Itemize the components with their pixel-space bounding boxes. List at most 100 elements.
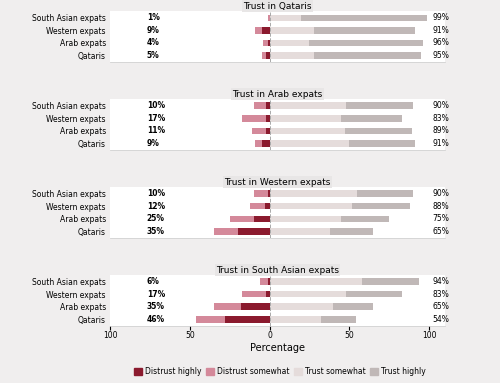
Bar	[264, 203, 270, 210]
Bar	[266, 291, 270, 298]
Text: 54%: 54%	[432, 315, 449, 324]
Bar	[266, 115, 270, 121]
Bar	[214, 228, 238, 235]
Text: 46%: 46%	[146, 315, 165, 324]
Bar	[262, 27, 270, 34]
Bar	[268, 278, 270, 285]
Text: 9%: 9%	[146, 26, 160, 35]
Text: 95%: 95%	[432, 51, 449, 60]
Bar	[225, 316, 270, 322]
Bar	[230, 216, 254, 222]
Text: 10%: 10%	[146, 189, 165, 198]
Bar	[242, 291, 266, 298]
Bar	[270, 15, 302, 21]
Bar	[196, 316, 225, 322]
Text: 35%: 35%	[146, 227, 164, 236]
Bar	[262, 52, 266, 59]
Bar	[334, 303, 373, 310]
Bar	[254, 102, 266, 109]
Text: 25%: 25%	[146, 214, 164, 223]
Text: 96%: 96%	[432, 38, 449, 47]
Bar	[266, 128, 270, 134]
Bar	[310, 39, 422, 46]
Bar	[241, 303, 270, 310]
Legend: Distrust highly, Distrust somewhat, Trust somewhat, Trust highly: Distrust highly, Distrust somewhat, Trus…	[132, 364, 428, 379]
Bar	[270, 303, 334, 310]
Text: 75%: 75%	[432, 214, 449, 223]
Text: 5%: 5%	[146, 51, 160, 60]
Text: 91%: 91%	[432, 26, 449, 35]
Bar	[270, 291, 346, 298]
Text: 65%: 65%	[432, 227, 449, 236]
Bar	[270, 128, 344, 134]
Text: 17%: 17%	[146, 290, 165, 299]
Bar	[330, 228, 373, 235]
Bar	[263, 39, 268, 46]
Text: 4%: 4%	[146, 38, 160, 47]
Text: 6%: 6%	[146, 277, 160, 286]
Bar	[268, 39, 270, 46]
Bar	[302, 15, 428, 21]
Bar	[362, 278, 420, 285]
Text: 1%: 1%	[146, 13, 160, 22]
Bar	[254, 216, 270, 222]
Bar	[266, 52, 270, 59]
Bar	[270, 190, 358, 197]
Bar	[255, 140, 262, 147]
Text: 11%: 11%	[146, 126, 165, 135]
Bar	[270, 316, 320, 322]
Text: 83%: 83%	[432, 114, 449, 123]
Bar	[254, 190, 268, 197]
Text: 83%: 83%	[432, 290, 449, 299]
Text: 10%: 10%	[146, 101, 165, 110]
Bar	[268, 15, 270, 21]
Text: 94%: 94%	[432, 277, 449, 286]
Title: Trust in South Asian expats: Trust in South Asian expats	[216, 265, 339, 275]
Bar	[314, 27, 414, 34]
Bar	[314, 52, 421, 59]
Bar	[262, 140, 270, 147]
Bar	[266, 102, 270, 109]
Title: Trust in Arab expats: Trust in Arab expats	[232, 90, 322, 99]
Bar	[358, 190, 413, 197]
Text: 88%: 88%	[432, 202, 449, 211]
Bar	[252, 128, 266, 134]
Bar	[346, 291, 402, 298]
Bar	[342, 216, 389, 222]
Bar	[342, 115, 402, 121]
Bar	[270, 228, 330, 235]
Bar	[350, 140, 414, 147]
Text: 90%: 90%	[432, 101, 449, 110]
Text: 9%: 9%	[146, 139, 160, 148]
Bar	[346, 102, 413, 109]
Title: Trust in Qataris: Trust in Qataris	[243, 2, 312, 11]
Text: 35%: 35%	[146, 302, 164, 311]
Bar	[344, 128, 412, 134]
Bar	[270, 39, 310, 46]
Bar	[255, 27, 262, 34]
Bar	[238, 228, 270, 235]
Text: 12%: 12%	[146, 202, 165, 211]
Bar	[242, 115, 266, 121]
Text: 89%: 89%	[432, 126, 449, 135]
Text: 90%: 90%	[432, 189, 449, 198]
Bar	[270, 278, 362, 285]
Title: Trust in Western expats: Trust in Western expats	[224, 178, 330, 187]
Bar	[268, 190, 270, 197]
Bar	[250, 203, 264, 210]
Bar	[270, 52, 314, 59]
Bar	[352, 203, 410, 210]
Text: 99%: 99%	[432, 13, 449, 22]
Bar	[270, 115, 342, 121]
Bar	[320, 316, 356, 322]
Bar	[270, 203, 352, 210]
Bar	[270, 140, 349, 147]
Text: 65%: 65%	[432, 302, 449, 311]
Bar	[270, 27, 314, 34]
Bar	[270, 216, 342, 222]
Text: 17%: 17%	[146, 114, 165, 123]
Bar	[270, 102, 346, 109]
Text: 91%: 91%	[432, 139, 449, 148]
X-axis label: Percentage: Percentage	[250, 343, 305, 353]
Bar	[260, 278, 268, 285]
